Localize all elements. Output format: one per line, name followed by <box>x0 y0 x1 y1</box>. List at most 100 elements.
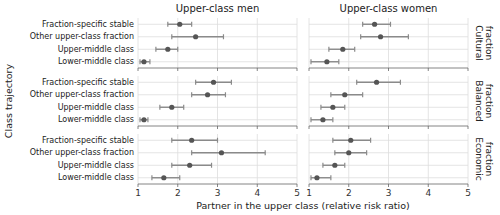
grid-line <box>138 94 297 95</box>
row-title-line: fraction <box>484 26 494 61</box>
error-cap <box>223 34 224 39</box>
grid-line <box>138 24 297 25</box>
grid-line <box>309 177 468 178</box>
panel <box>138 76 297 129</box>
estimate-dot <box>205 92 210 97</box>
error-cap <box>217 138 218 143</box>
tick <box>177 184 178 187</box>
tick-label: 3 <box>215 188 221 198</box>
grid-line <box>257 76 258 126</box>
error-cap <box>390 22 391 27</box>
grid-line <box>297 76 298 126</box>
tick-label: 5 <box>294 188 300 198</box>
panel <box>309 18 468 71</box>
error-cap <box>149 59 150 64</box>
error-cap <box>147 117 148 122</box>
tick <box>309 68 310 71</box>
tick <box>428 184 429 187</box>
grid-line <box>138 107 297 108</box>
grid-line <box>388 134 389 184</box>
marks <box>311 22 408 65</box>
estimate-dot <box>169 105 174 110</box>
grid-line <box>138 36 297 37</box>
error-cap <box>171 34 172 39</box>
error-bar <box>361 36 409 37</box>
grid-line <box>138 18 139 68</box>
grid-line <box>309 94 468 95</box>
grid-line <box>138 61 297 62</box>
grid-line <box>257 18 258 68</box>
grid-line <box>428 76 429 126</box>
error-cap <box>151 175 152 180</box>
error-cap <box>366 150 367 155</box>
error-cap <box>332 138 333 143</box>
error-cap <box>310 117 311 122</box>
y-axis-label: Class trajectory <box>3 64 14 139</box>
error-cap <box>191 22 192 27</box>
row-label: Lower-middle class <box>58 115 134 124</box>
tick <box>388 126 389 129</box>
error-bar <box>192 152 266 153</box>
estimate-dot <box>165 47 170 52</box>
grid-line <box>428 134 429 184</box>
tick <box>217 184 218 187</box>
error-cap <box>370 138 371 143</box>
row-label: Lower-middle class <box>58 57 134 66</box>
error-cap <box>332 117 333 122</box>
tick <box>177 126 178 129</box>
error-cap <box>191 150 192 155</box>
error-cap <box>195 80 196 85</box>
grid-line <box>177 134 178 184</box>
tick <box>348 126 349 129</box>
grid-line <box>217 76 218 126</box>
grid-line <box>309 134 310 184</box>
grid-line <box>297 134 298 184</box>
grid-line <box>297 18 298 68</box>
tick <box>297 184 298 187</box>
tick <box>468 126 469 129</box>
row-title: Economicfraction <box>474 137 494 181</box>
estimate-dot <box>374 80 379 85</box>
row-label: Fraction-specific stable <box>42 20 134 29</box>
row-title: Balancedfraction <box>474 80 494 122</box>
error-cap <box>310 59 311 64</box>
error-cap <box>322 163 323 168</box>
grid-line <box>348 18 349 68</box>
error-cap <box>159 105 160 110</box>
estimate-dot <box>187 163 192 168</box>
estimate-dot <box>320 117 325 122</box>
grid-line <box>348 76 349 126</box>
tick <box>138 126 139 129</box>
panel <box>138 134 297 187</box>
error-cap <box>330 175 331 180</box>
grid-line <box>138 49 297 50</box>
row-title-line: Economic <box>474 137 484 181</box>
grid-line <box>138 82 297 83</box>
error-cap <box>320 105 321 110</box>
error-cap <box>362 92 363 97</box>
marks <box>311 80 400 123</box>
tick <box>348 184 349 187</box>
tick <box>297 126 298 129</box>
error-cap <box>179 175 180 180</box>
estimate-dot <box>324 59 329 64</box>
grid-line <box>388 76 389 126</box>
grid-line <box>428 18 429 68</box>
grid-line <box>468 76 469 126</box>
panel-title: Upper-class women <box>340 3 438 14</box>
grid-line <box>309 76 310 126</box>
error-cap <box>344 105 345 110</box>
row-label: Fraction-specific stable <box>42 78 134 87</box>
error-cap <box>334 150 335 155</box>
grid-line <box>138 134 139 184</box>
estimate-dot <box>193 34 198 39</box>
tick <box>388 184 389 187</box>
error-cap <box>400 80 401 85</box>
row-label: Upper-middle class <box>58 45 134 54</box>
tick <box>348 68 349 71</box>
tick <box>217 68 218 71</box>
error-cap <box>344 163 345 168</box>
error-cap <box>310 175 311 180</box>
error-cap <box>265 150 266 155</box>
tick <box>309 126 310 129</box>
